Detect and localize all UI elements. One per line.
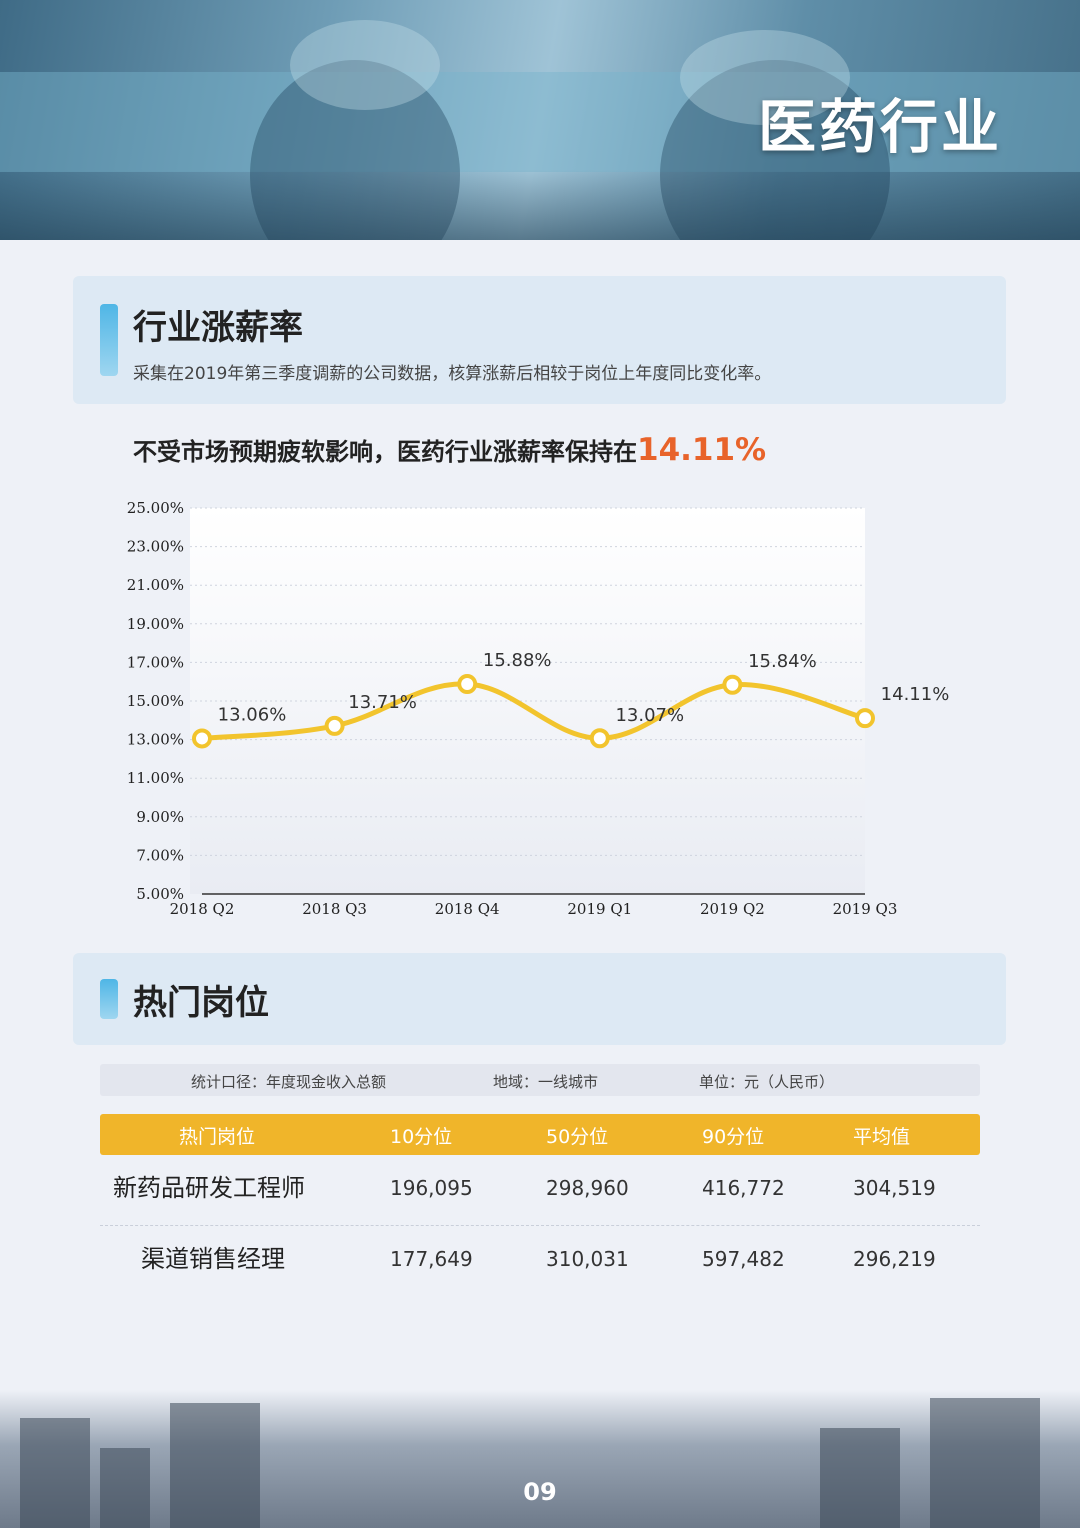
y-tick-label: 11.00% — [127, 769, 184, 787]
section-title: 热门岗位 — [133, 983, 269, 1023]
y-tick-label: 9.00% — [136, 808, 184, 826]
y-tick-label: 5.00% — [136, 885, 184, 903]
header-p10: 10分位 — [390, 1126, 453, 1148]
cell-average: 296,219 — [853, 1247, 936, 1271]
x-tick-label: 2019 Q3 — [833, 900, 898, 918]
header-position: 热门岗位 — [179, 1126, 256, 1148]
section-subtitle: 采集在2019年第三季度调薪的公司数据，核算涨薪后相较于岗位上年度同比变化率。 — [133, 364, 772, 384]
cell-p10: 196,095 — [390, 1176, 473, 1200]
data-label: 13.06% — [218, 704, 287, 725]
y-tick-label: 23.00% — [127, 538, 184, 556]
x-tick-label: 2019 Q1 — [567, 900, 632, 918]
salary-increase-section: 行业涨薪率 采集在2019年第三季度调薪的公司数据，核算涨薪后相较于岗位上年度同… — [73, 276, 1006, 404]
y-tick-label: 25.00% — [127, 499, 184, 517]
hero-banner: 医药行业 — [0, 0, 1080, 240]
page-number: 09 — [523, 1478, 557, 1506]
hero-band — [0, 72, 1080, 172]
x-tick-label: 2018 Q4 — [435, 900, 500, 918]
hero-cap-right — [680, 30, 850, 125]
data-point — [855, 708, 875, 729]
header-average: 平均值 — [853, 1126, 911, 1148]
meta-unit: 单位：元（人民币） — [699, 1073, 835, 1091]
cell-average: 304,519 — [853, 1176, 936, 1200]
cell-p10: 177,649 — [390, 1247, 473, 1271]
salary-increase-line-chart: 5.00% 7.00% 9.00% 11.00% 13.00% 15.00% 17.00% 1… — [127, 499, 950, 918]
hero-cap-left — [290, 20, 440, 110]
data-point — [457, 674, 478, 695]
data-point — [324, 715, 345, 736]
header-p90: 90分位 — [702, 1126, 765, 1148]
table-header: 热门岗位 10分位 50分位 90分位 平均值 — [100, 1114, 980, 1155]
section-accent-bar — [100, 304, 118, 376]
data-point — [589, 728, 610, 749]
cell-p50: 298,960 — [546, 1176, 629, 1200]
x-tick-label: 2018 Q2 — [170, 900, 235, 918]
section-accent-bar — [100, 979, 118, 1019]
footer-building — [930, 1398, 1040, 1528]
footer-building — [100, 1448, 150, 1528]
data-label: 13.07% — [615, 705, 684, 726]
plot-area — [190, 508, 865, 894]
cell-p90: 597,482 — [702, 1247, 785, 1271]
header-p50: 50分位 — [546, 1126, 609, 1148]
meta-region: 地域：一线城市 — [493, 1073, 599, 1091]
cell-p50: 310,031 — [546, 1247, 629, 1271]
meta-scope: 统计口径：年度现金收入总额 — [191, 1073, 387, 1091]
headline-text: 不受市场预期疲软影响，医药行业涨薪率保持在 — [133, 438, 637, 466]
x-tick-label: 2018 Q3 — [302, 900, 367, 918]
y-tick-label: 15.00% — [127, 692, 184, 710]
headline-value: 14.11% — [637, 432, 767, 468]
y-tick-label: 21.00% — [127, 576, 184, 594]
cell-position: 渠道销售经理 — [141, 1245, 285, 1273]
row-divider — [100, 1225, 980, 1226]
hero-floor — [0, 170, 1080, 240]
data-point — [192, 728, 212, 749]
y-tick-label: 19.00% — [127, 615, 184, 633]
footer-cityscape — [0, 1390, 1080, 1528]
data-label: 15.84% — [748, 651, 817, 672]
table-row: 渠道销售经理 177,649 310,031 597,482 296,219 — [100, 1239, 980, 1295]
footer-building — [20, 1418, 90, 1528]
cell-position: 新药品研发工程师 — [113, 1174, 305, 1202]
data-point — [722, 674, 743, 695]
cell-p90: 416,772 — [702, 1176, 785, 1200]
table-meta: 统计口径：年度现金收入总额 地域：一线城市 单位：元（人民币） — [100, 1064, 980, 1096]
section-title: 行业涨薪率 — [133, 308, 303, 348]
footer-building — [820, 1428, 900, 1528]
data-label: 13.71% — [348, 692, 417, 713]
data-label: 14.11% — [881, 684, 950, 705]
y-tick-label: 17.00% — [127, 653, 184, 671]
table-row: 新药品研发工程师 196,095 298,960 416,772 304,519 — [100, 1168, 980, 1224]
data-label: 15.88% — [483, 650, 552, 671]
page-title: 医药行业 — [757, 93, 1002, 161]
hot-positions-section: 热门岗位 — [73, 953, 1006, 1045]
y-tick-label: 7.00% — [136, 846, 184, 864]
footer-building — [170, 1403, 260, 1528]
series-line — [199, 681, 868, 741]
chart-headline: 不受市场预期疲软影响，医药行业涨薪率保持在14.11% — [133, 432, 766, 468]
x-tick-label: 2019 Q2 — [700, 900, 765, 918]
y-tick-label: 13.00% — [127, 731, 184, 749]
